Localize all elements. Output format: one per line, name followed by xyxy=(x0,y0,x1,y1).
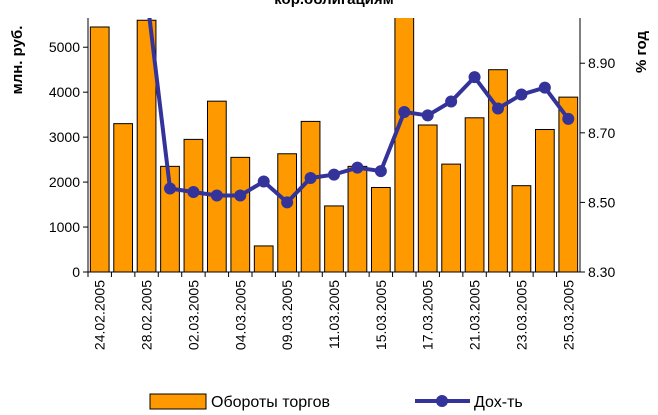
x-tick-label: 17.03.2005 xyxy=(420,280,436,350)
y-tick-label: 3000 xyxy=(49,129,80,145)
line-marker xyxy=(468,71,481,84)
bar xyxy=(441,163,462,272)
bar xyxy=(183,138,204,272)
bar xyxy=(417,124,438,272)
line-marker xyxy=(281,196,294,209)
legend-label: Обороты торгов xyxy=(211,394,330,411)
legend-label: Дох-ть xyxy=(474,394,523,411)
bar xyxy=(370,186,391,272)
line-marker xyxy=(374,165,387,178)
line-marker xyxy=(187,185,200,198)
line-marker xyxy=(234,189,247,202)
line-marker xyxy=(515,88,528,101)
line-marker xyxy=(257,175,270,188)
y-tick-label: 1000 xyxy=(49,219,80,235)
chart-title: кор.облигациям xyxy=(274,0,394,8)
bar xyxy=(230,156,251,272)
bar xyxy=(394,18,415,272)
y2-axis-label: % год xyxy=(633,31,650,74)
line-marker xyxy=(210,189,223,202)
y-tick-label: 0 xyxy=(72,264,80,280)
y2-tick-label: 8.90 xyxy=(588,55,615,71)
line-marker xyxy=(538,81,551,94)
bar xyxy=(160,165,180,272)
bar xyxy=(324,205,344,272)
x-tick-label: 02.03.2005 xyxy=(185,280,201,350)
bar xyxy=(89,26,110,272)
x-tick-label: 23.03.2005 xyxy=(513,280,529,350)
bar xyxy=(534,128,555,272)
line-marker xyxy=(445,95,458,108)
line-marker xyxy=(304,172,317,185)
line-marker xyxy=(351,161,364,174)
x-tick-label: 21.03.2005 xyxy=(467,280,483,350)
bar xyxy=(253,245,274,272)
bar xyxy=(347,165,368,272)
bar xyxy=(136,19,157,272)
y2-tick-label: 8.30 xyxy=(588,264,615,280)
bar xyxy=(300,120,321,272)
x-tick-label: 15.03.2005 xyxy=(373,280,389,350)
bar xyxy=(464,117,485,272)
x-tick-label: 25.03.2005 xyxy=(560,280,576,350)
line-marker xyxy=(562,112,575,125)
x-tick-label: 04.03.2005 xyxy=(232,280,248,350)
line-marker xyxy=(492,102,504,115)
y-tick-label: 2000 xyxy=(49,174,80,190)
x-tick-label: 11.03.2005 xyxy=(326,280,342,349)
bar xyxy=(277,153,298,272)
plot-area xyxy=(89,18,579,272)
legend-swatch xyxy=(149,393,207,410)
y-tick-label: 5000 xyxy=(49,39,80,55)
x-tick-label: 09.03.2005 xyxy=(279,280,295,350)
bar xyxy=(206,100,227,272)
x-tick-label: 28.02.2005 xyxy=(139,280,155,350)
legend-marker xyxy=(436,395,448,407)
bar xyxy=(488,69,508,272)
y2-tick-label: 8.50 xyxy=(588,194,615,210)
y2-tick-label: 8.70 xyxy=(588,125,615,141)
bar xyxy=(511,185,532,272)
x-tick-label: 24.02.2005 xyxy=(92,280,108,350)
y-axis-label: млн. руб. xyxy=(9,26,26,95)
line-marker xyxy=(164,182,176,195)
y-tick-label: 4000 xyxy=(49,84,80,100)
line-marker xyxy=(421,109,434,122)
bar xyxy=(113,123,134,272)
axes: 0 1000 2000 3000 4000 5000 8.30 8.50 8.70 8.90 24.… xyxy=(49,18,615,411)
line-marker xyxy=(398,105,411,118)
line-marker xyxy=(328,168,340,181)
